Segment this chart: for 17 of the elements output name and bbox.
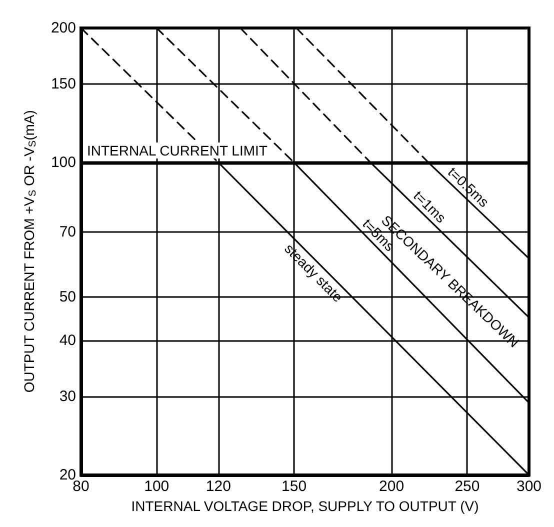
x-tick-label: 100 xyxy=(144,478,170,495)
x-tick-label: 250 xyxy=(454,478,480,495)
x-tick-label: 300 xyxy=(516,478,542,495)
x-tick-label: 150 xyxy=(282,478,307,495)
x-tick-label: 120 xyxy=(206,478,231,495)
y-tick-label: 40 xyxy=(59,332,76,349)
y-tick-label: 150 xyxy=(50,75,76,92)
ref-line-label: INTERNAL CURRENT LIMIT xyxy=(87,142,268,159)
x-axis-title: INTERNAL VOLTAGE DROP, SUPPLY TO OUTPUT (V) xyxy=(131,498,479,514)
x-tick-label: 200 xyxy=(379,478,404,495)
y-axis-title: OUTPUT CURRENT FROM +VS OR -VS(mA) xyxy=(21,110,38,393)
y-tick-label: 100 xyxy=(50,154,76,172)
y-tick-label: 200 xyxy=(50,20,76,36)
y-tick-label: 70 xyxy=(59,223,76,240)
y-tick-label: 50 xyxy=(59,288,76,306)
y-tick-label: 30 xyxy=(59,388,76,405)
x-tick-label: 80 xyxy=(72,478,90,495)
